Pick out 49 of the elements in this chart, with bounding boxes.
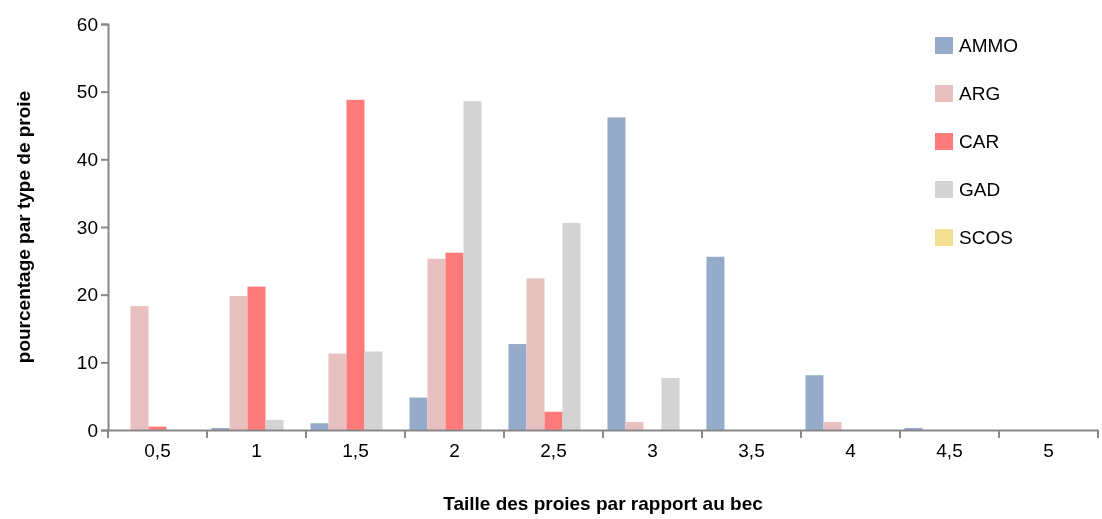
bar bbox=[607, 117, 626, 430]
bar bbox=[823, 421, 842, 430]
y-tick-label: 60 bbox=[76, 13, 98, 35]
bar bbox=[805, 375, 824, 430]
bar bbox=[526, 278, 545, 430]
x-axis-title: Taille des proies par rapport au bec bbox=[443, 493, 764, 514]
bar bbox=[130, 306, 149, 430]
bar bbox=[661, 377, 680, 430]
bar bbox=[328, 353, 347, 430]
bar bbox=[706, 256, 725, 430]
legend-label: SCOS bbox=[959, 227, 1013, 248]
bar bbox=[445, 252, 464, 430]
bar bbox=[229, 296, 248, 430]
x-tick-label: 2 bbox=[449, 440, 460, 462]
bar bbox=[310, 423, 329, 430]
x-tick-label: 4,5 bbox=[936, 440, 963, 462]
bar bbox=[247, 286, 266, 430]
x-tick-label: 4 bbox=[845, 440, 857, 462]
legend-label: ARG bbox=[959, 83, 1001, 104]
x-tick-label: 1,5 bbox=[342, 440, 369, 462]
bar bbox=[427, 258, 446, 430]
x-tick-label: 0,5 bbox=[144, 440, 171, 462]
bar bbox=[625, 421, 644, 430]
y-tick-label: 0 bbox=[87, 419, 98, 441]
legend-label: AMMO bbox=[959, 35, 1019, 56]
y-axis-title: pourcentage par type de proie bbox=[13, 90, 34, 364]
bar bbox=[904, 427, 923, 430]
bar bbox=[463, 101, 482, 430]
x-tick-label: 5 bbox=[1043, 440, 1054, 462]
x-tick-label: 2,5 bbox=[540, 440, 567, 462]
x-tick-label: 1 bbox=[251, 440, 262, 462]
bar bbox=[409, 397, 428, 430]
legend-label: GAD bbox=[959, 179, 1001, 200]
x-tick-label: 3 bbox=[647, 440, 658, 462]
bar bbox=[211, 427, 230, 430]
bar bbox=[265, 419, 284, 430]
bar bbox=[364, 351, 383, 430]
bar bbox=[562, 222, 581, 430]
y-tick-label: 10 bbox=[76, 351, 98, 373]
y-tick-label: 20 bbox=[76, 284, 98, 306]
y-tick-label: 30 bbox=[76, 216, 98, 238]
y-tick-label: 50 bbox=[76, 81, 98, 103]
legend-label: CAR bbox=[959, 131, 1000, 152]
y-tick-label: 40 bbox=[76, 148, 98, 170]
bar bbox=[544, 411, 563, 430]
bar bbox=[508, 344, 527, 430]
x-tick-label: 3,5 bbox=[738, 440, 765, 462]
bar bbox=[346, 99, 365, 430]
bar bbox=[148, 426, 167, 430]
